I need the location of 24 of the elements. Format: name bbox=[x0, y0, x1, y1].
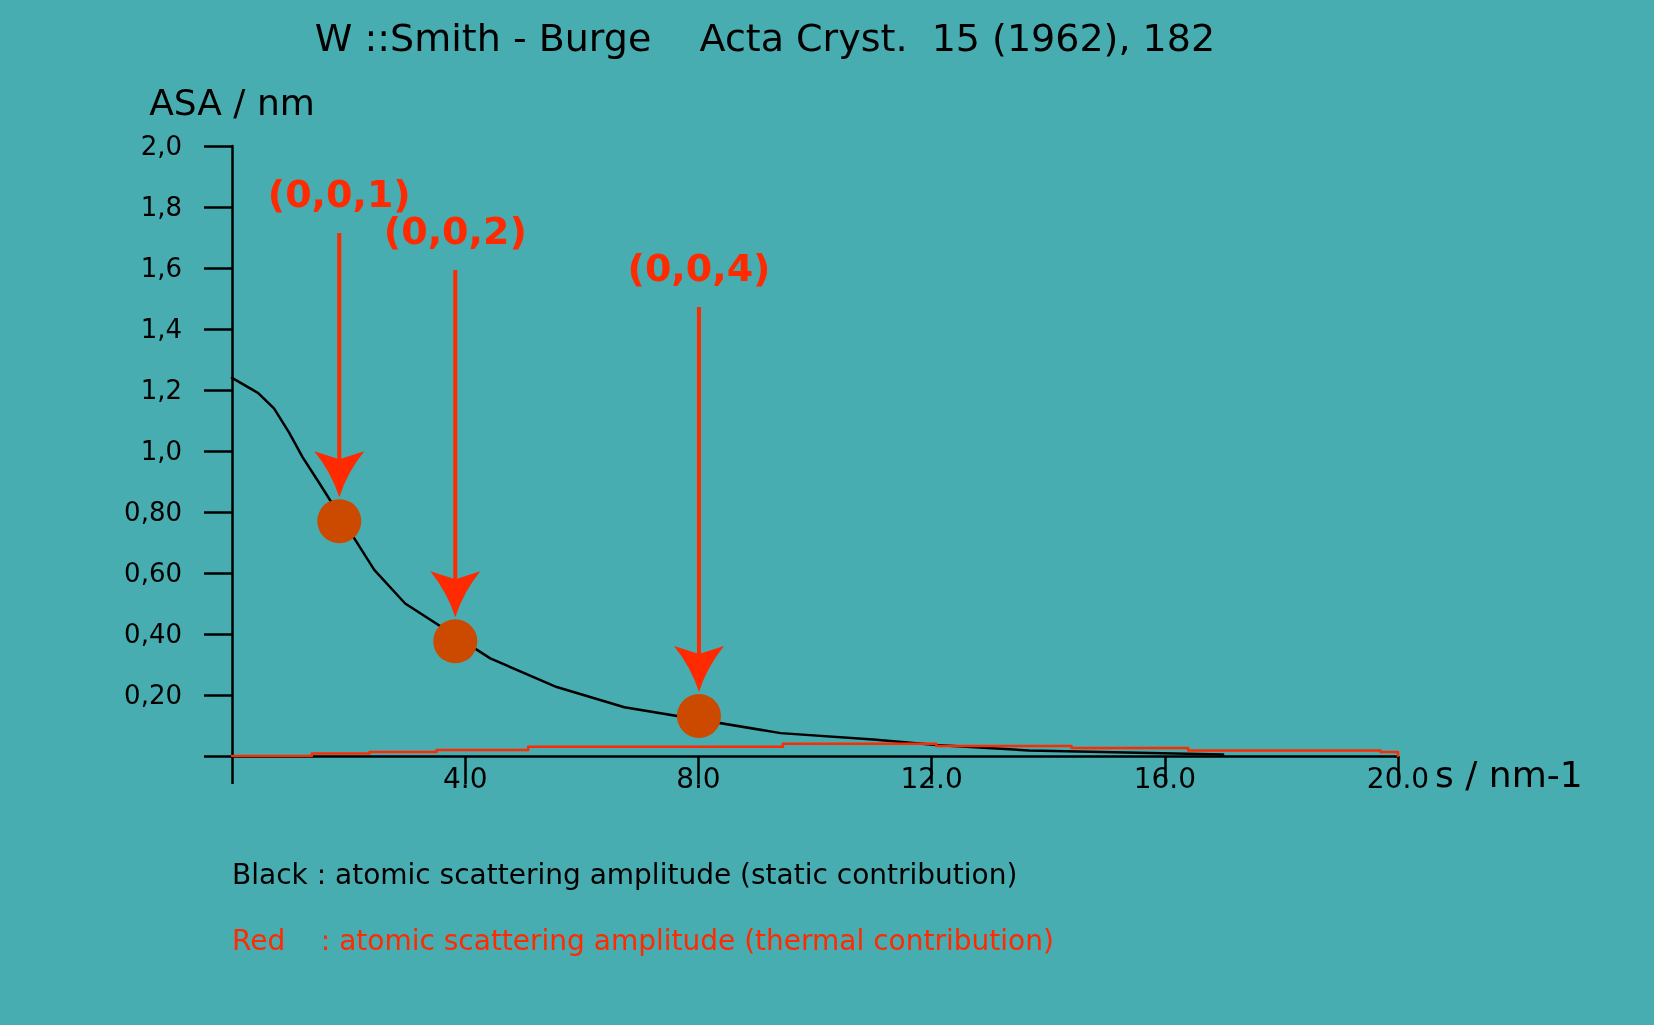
y-axis-title: ASA / nm bbox=[149, 81, 315, 123]
y-tick-label: 1,4 bbox=[140, 314, 182, 344]
point bbox=[677, 694, 721, 739]
y-tick-label: 0,60 bbox=[124, 558, 182, 588]
x-tick-label: 8.0 bbox=[676, 761, 721, 795]
y-tick-label: 0,20 bbox=[124, 680, 182, 710]
x-tick-label: 4.0 bbox=[442, 761, 488, 795]
y-tick-label: 1,8 bbox=[140, 192, 182, 222]
point bbox=[317, 499, 362, 544]
y-tick-label: 0,40 bbox=[124, 619, 182, 649]
y-tick-label: 0,80 bbox=[124, 497, 182, 527]
y-tick-label: 1,6 bbox=[140, 253, 182, 283]
chart-title: W ::Smith - Burge Acta Cryst. 15 (1962), 182 bbox=[314, 16, 1216, 60]
y-tick-label: 1,0 bbox=[140, 436, 182, 466]
point bbox=[433, 619, 478, 664]
y-tick-label: 1,2 bbox=[140, 375, 182, 405]
x-axis-title: s / nm-1 bbox=[1435, 753, 1583, 795]
y-tick-label: 2,0 bbox=[140, 131, 182, 161]
text: Red : atomic scattering amplitude (thermal contribution) bbox=[232, 923, 1054, 957]
x-tick-label: 20.0 bbox=[1366, 761, 1430, 795]
x-tick-label: 12.0 bbox=[900, 761, 963, 795]
text: Black : atomic scattering amplitude (static contribution) bbox=[232, 857, 1018, 891]
x-tick-label: 16.0 bbox=[1133, 761, 1196, 795]
annotation: (0,0,4) bbox=[627, 246, 771, 290]
